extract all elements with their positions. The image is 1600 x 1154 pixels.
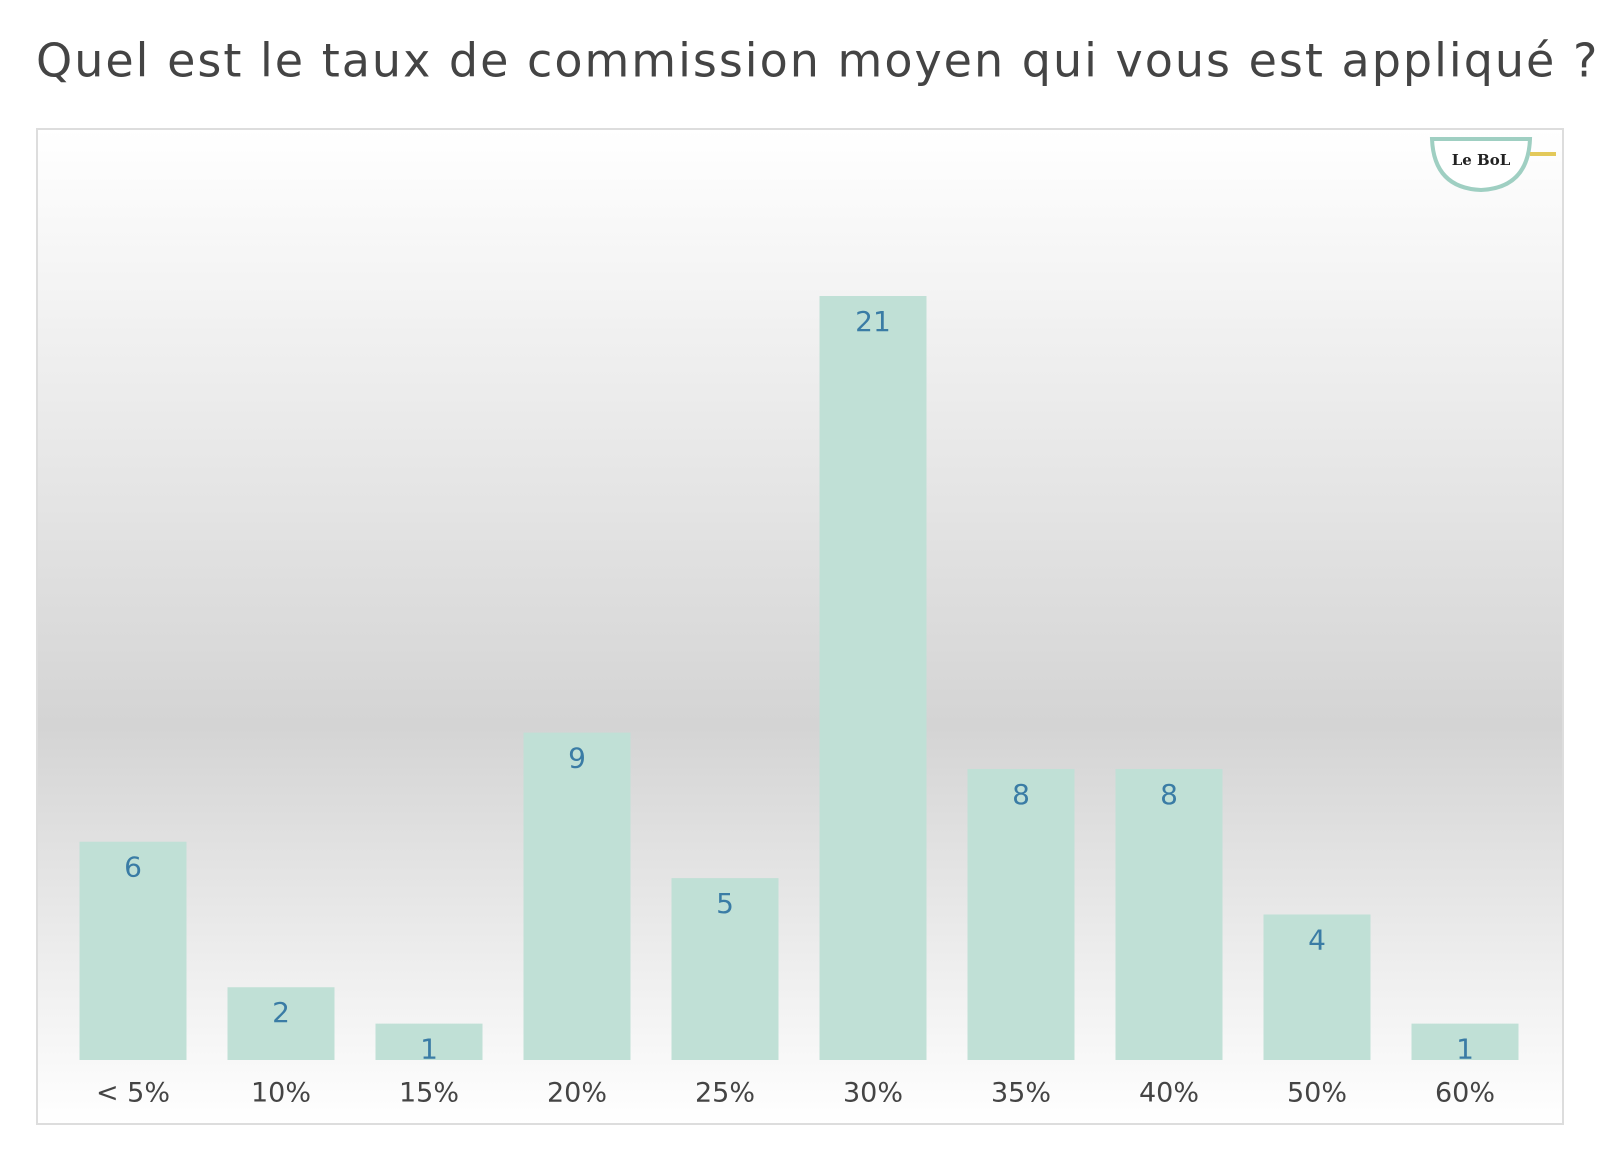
x-tick-label: 30%: [843, 1078, 903, 1109]
data-label: 9: [568, 742, 586, 775]
data-label: 21: [855, 305, 891, 338]
x-tick-label: 50%: [1287, 1078, 1347, 1109]
bar: [1263, 914, 1371, 1060]
data-label: 6: [124, 851, 142, 884]
data-label: 1: [420, 1033, 438, 1066]
bar: [819, 296, 927, 1060]
data-label: 8: [1160, 778, 1178, 811]
bar: [1115, 768, 1223, 1060]
data-label: 5: [716, 887, 734, 920]
x-tick-label: 25%: [695, 1078, 755, 1109]
bar: [79, 841, 187, 1060]
x-tick-label: 20%: [547, 1078, 607, 1109]
logo-bowl: [1429, 137, 1533, 193]
bar: [1411, 1023, 1519, 1060]
bar: [967, 768, 1075, 1060]
bar: [375, 1023, 483, 1060]
chart-title: Quel est le taux de commission moyen qui…: [36, 34, 1599, 88]
logo: Le BoL: [1429, 137, 1556, 193]
bar: [671, 878, 779, 1060]
data-label: 1: [1456, 1033, 1474, 1066]
bar: [227, 987, 335, 1060]
x-tick-label: 35%: [991, 1078, 1051, 1109]
data-label: 4: [1308, 923, 1326, 956]
x-tick-label: < 5%: [96, 1078, 170, 1109]
logo-text: Le BoL: [1452, 151, 1511, 169]
x-tick-label: 10%: [251, 1078, 311, 1109]
bar: [523, 732, 631, 1060]
x-tick-label: 15%: [399, 1078, 459, 1109]
data-label: 8: [1012, 778, 1030, 811]
data-label: 2: [272, 996, 290, 1029]
x-tick-label: 40%: [1139, 1078, 1199, 1109]
x-tick-label: 60%: [1435, 1078, 1495, 1109]
